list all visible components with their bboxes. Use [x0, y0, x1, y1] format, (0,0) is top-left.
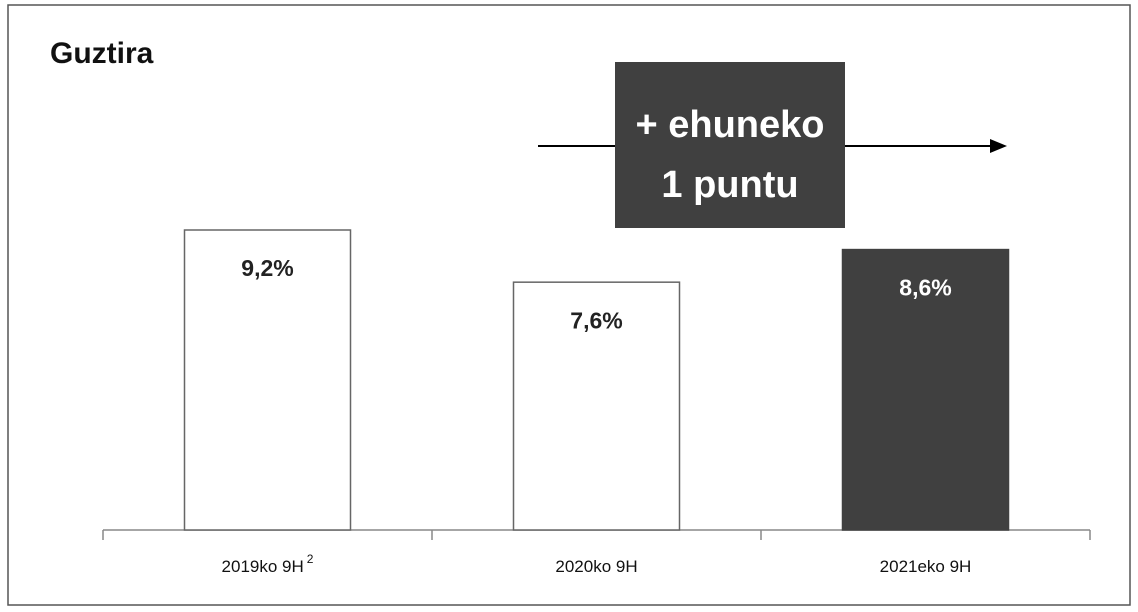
value-label: 8,6% — [899, 275, 951, 301]
arrow-head — [990, 139, 1007, 153]
value-label: 9,2% — [241, 255, 293, 281]
annotation-box — [615, 62, 845, 228]
annotation-text: + ehuneko — [636, 104, 825, 146]
bar — [183, 229, 352, 531]
annotation-text: 1 puntu — [661, 164, 798, 206]
bar — [841, 248, 1010, 531]
category-text: 2020ko 9H — [555, 557, 637, 576]
x-tick-label: 2020ko 9H — [555, 557, 637, 576]
category-text: 2019ko 9H — [222, 557, 304, 576]
category-text: 2021eko 9H — [880, 557, 972, 576]
value-label: 7,6% — [570, 307, 622, 333]
bar — [512, 281, 681, 531]
category-superscript: 2 — [307, 552, 314, 566]
chart-title: Guztira — [50, 37, 154, 70]
x-tick-label: 2019ko 9H 2 — [222, 552, 314, 576]
x-tick-label: 2021eko 9H — [880, 557, 972, 576]
